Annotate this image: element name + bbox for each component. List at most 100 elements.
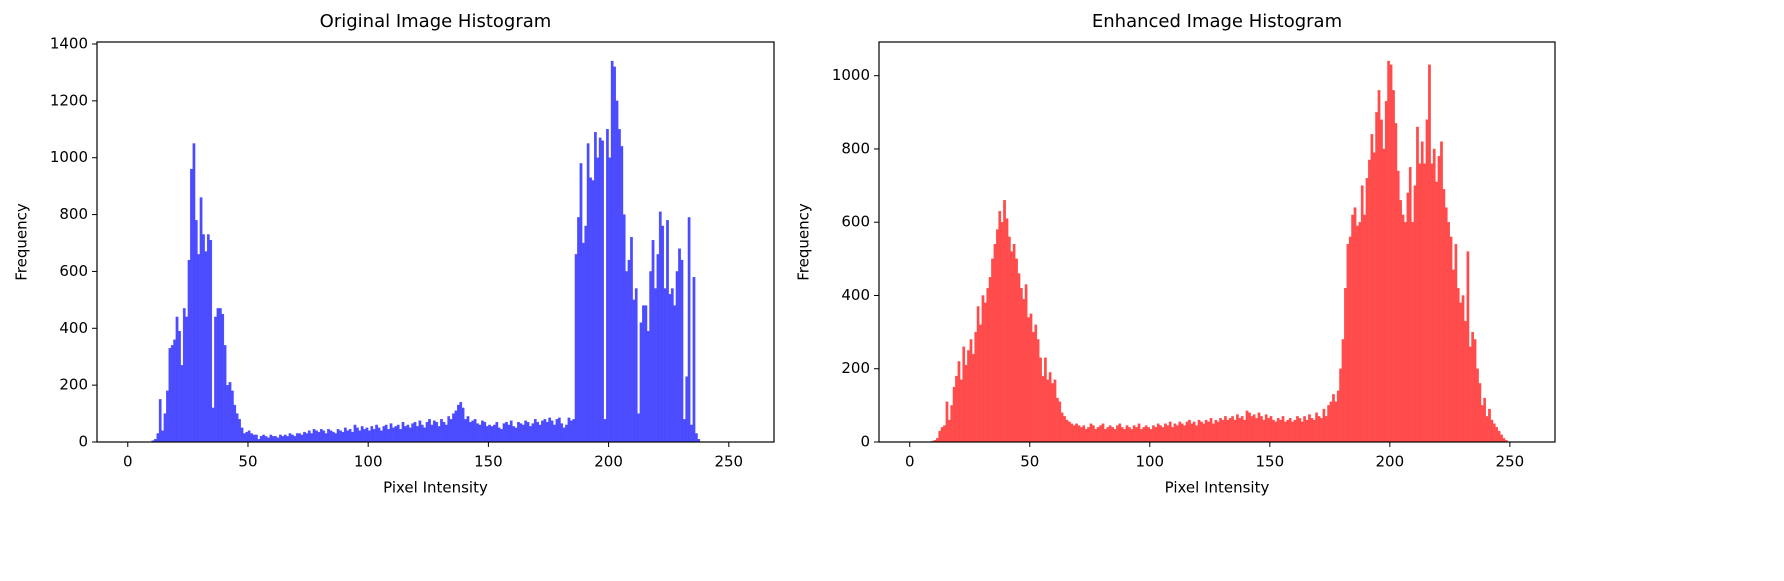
histogram-bar — [1267, 418, 1270, 443]
histogram-bar — [392, 427, 395, 443]
histogram-bar — [1087, 427, 1090, 443]
histogram-bar — [1142, 427, 1146, 443]
histogram-bar — [687, 217, 691, 443]
histogram-bar — [1166, 425, 1170, 443]
histogram-bar — [1197, 419, 1201, 443]
histogram-bar — [163, 413, 167, 443]
histogram-bar — [442, 421, 446, 443]
x-tick-label: 0 — [905, 453, 915, 471]
histogram-bar — [307, 430, 311, 443]
histogram-bar — [979, 324, 982, 443]
histogram-bar — [380, 430, 383, 443]
histogram-bar — [642, 305, 645, 443]
histogram-bar — [1221, 419, 1225, 443]
histogram-bar — [1440, 141, 1443, 443]
histogram-bar — [644, 305, 648, 443]
histogram-bar — [319, 429, 323, 443]
histogram-bar — [1411, 222, 1414, 443]
histogram-bar — [1159, 425, 1162, 443]
histogram-bar — [969, 339, 973, 443]
histogram-bar — [1252, 414, 1256, 443]
histogram-bar — [1192, 421, 1196, 443]
x-tick-label: 250 — [714, 453, 743, 471]
histogram-bar — [1202, 423, 1206, 443]
histogram-bar — [1012, 244, 1016, 443]
histogram-bar — [1240, 416, 1244, 443]
histogram-bar — [955, 375, 958, 443]
histogram-bar — [454, 410, 458, 443]
histogram-bar — [216, 308, 220, 443]
histogram-bar — [389, 423, 393, 443]
histogram-bar — [288, 433, 292, 443]
histogram-bar — [584, 225, 588, 443]
histogram-bar — [1020, 288, 1023, 443]
histogram-bar — [1392, 90, 1395, 443]
x-tick-label: 50 — [1020, 453, 1039, 471]
histogram-bar — [1168, 421, 1172, 443]
y-tick-label: 600 — [59, 262, 88, 280]
histogram-bar — [1089, 423, 1093, 443]
histogram-bar — [1231, 416, 1234, 443]
histogram-bar — [1173, 423, 1177, 443]
histogram-bar — [1106, 427, 1110, 443]
histogram-bar — [661, 225, 665, 443]
histogram-bar — [1219, 418, 1222, 443]
axes-frame — [96, 41, 775, 443]
histogram-bar — [1341, 339, 1345, 443]
y-tick-label: 1400 — [50, 34, 88, 52]
histogram-bar — [271, 436, 275, 443]
histogram-bar — [1132, 425, 1136, 443]
histogram-bar — [1303, 416, 1306, 443]
histogram-bar — [1478, 383, 1482, 443]
histogram-bar — [574, 254, 578, 443]
histogram-bar — [1041, 375, 1045, 443]
histogram-bar — [283, 434, 287, 443]
x-tick-label: 250 — [1496, 453, 1525, 471]
histogram-bar — [1072, 425, 1076, 443]
histogram-bar — [1406, 192, 1410, 443]
histogram-bar — [589, 177, 592, 443]
histogram-bar — [606, 129, 609, 443]
histogram-bar — [327, 429, 330, 443]
histogram-bar — [1310, 418, 1314, 443]
histogram-bar — [170, 345, 174, 443]
histogram-bar — [173, 339, 177, 443]
histogram-bar — [656, 254, 660, 443]
histogram-bar — [469, 421, 472, 443]
histogram-bar — [995, 229, 999, 443]
histogram-bar — [1058, 401, 1062, 443]
histogram-bar — [531, 423, 535, 443]
histogram-bar — [630, 237, 633, 443]
histogram-bar — [243, 433, 246, 443]
histogram-bar — [211, 407, 215, 443]
histogram-bar — [209, 240, 213, 443]
histogram-bar — [473, 419, 477, 443]
y-tick-label: 200 — [59, 376, 88, 394]
histogram-bar — [370, 426, 374, 443]
y-tick-label: 0 — [78, 433, 88, 451]
histogram-bar — [1156, 423, 1160, 443]
histogram-bar — [1488, 408, 1491, 443]
histogram-bar — [1276, 418, 1280, 443]
histogram-bar — [646, 330, 650, 443]
x-tick-label: 0 — [123, 453, 133, 471]
histogram-bar — [536, 421, 540, 443]
histogram-bar — [497, 427, 501, 443]
histogram-bar — [233, 404, 237, 443]
histogram-bar — [983, 302, 987, 443]
histogram-bar — [1164, 423, 1167, 443]
histogram-bar — [649, 271, 653, 443]
histogram-bar — [526, 421, 530, 443]
histogram-bar — [259, 436, 263, 443]
histogram-bar — [180, 365, 184, 443]
histogram-bar — [598, 137, 602, 443]
histogram-bar — [1346, 244, 1350, 443]
histogram-bar — [1216, 421, 1220, 443]
histogram-bar — [976, 306, 980, 443]
histogram-bar — [279, 434, 282, 443]
histogram-bar — [1238, 418, 1242, 443]
y-tick-label: 200 — [841, 359, 870, 377]
histogram-bar — [471, 420, 475, 443]
histogram-bar — [199, 197, 203, 443]
histogram-bar — [1380, 119, 1383, 443]
